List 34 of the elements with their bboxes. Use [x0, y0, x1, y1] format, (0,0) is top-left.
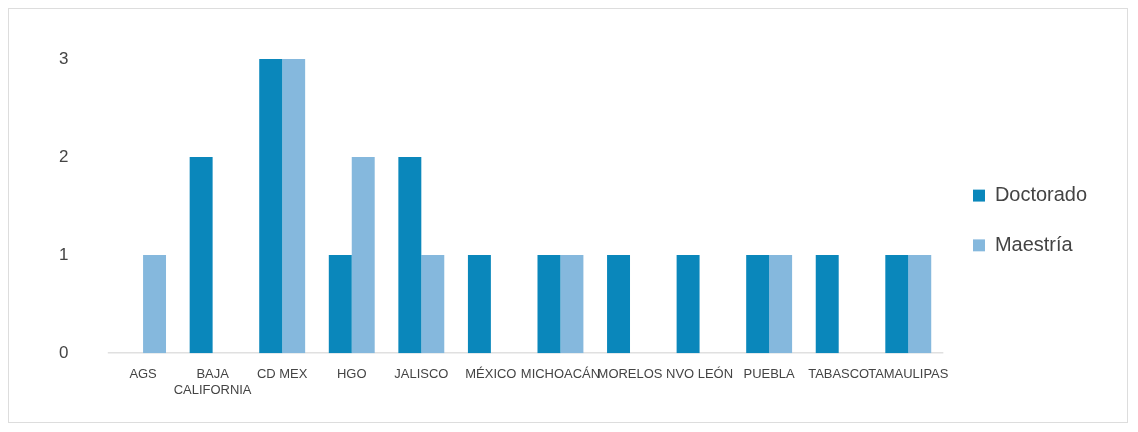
- bar: [607, 255, 631, 354]
- bar: [143, 255, 167, 354]
- x-tick-label: MÉXICO: [465, 366, 517, 382]
- bar: [421, 255, 445, 354]
- bar: [746, 255, 770, 354]
- x-tick-label: PUEBLA: [743, 366, 796, 382]
- bar: [676, 255, 700, 354]
- bar: [885, 255, 909, 354]
- bar: [282, 58, 306, 354]
- bar: [189, 157, 213, 354]
- x-tick-label: BAJA CALIFORNIA: [173, 366, 252, 397]
- x-tick-label: CD MEX: [256, 366, 308, 382]
- y-tick-label: 2: [58, 146, 69, 166]
- x-tick-label: TABASCO: [808, 366, 870, 382]
- bar: [351, 157, 375, 354]
- bar: [815, 255, 839, 354]
- bar: [908, 255, 932, 354]
- x-tick-label: NVO LEÓN: [666, 366, 734, 382]
- bar: [467, 255, 491, 354]
- y-tick-label: 0: [58, 342, 69, 362]
- bar: [537, 255, 561, 354]
- bar: [769, 255, 793, 354]
- x-tick-label: HGO: [336, 366, 367, 382]
- bar: [259, 58, 283, 354]
- legend-label: Doctorado: [994, 183, 1088, 206]
- x-tick-label: AGS: [129, 366, 158, 382]
- bar: [398, 157, 422, 354]
- y-tick-label: 3: [58, 48, 69, 68]
- x-tick-label: JALISCO: [394, 366, 449, 382]
- bar: [560, 255, 584, 354]
- legend-label: Maestría: [994, 232, 1074, 255]
- x-tick-label: TAMAULIPAS: [868, 366, 949, 382]
- bar: [328, 255, 352, 354]
- y-tick-label: 1: [58, 244, 69, 264]
